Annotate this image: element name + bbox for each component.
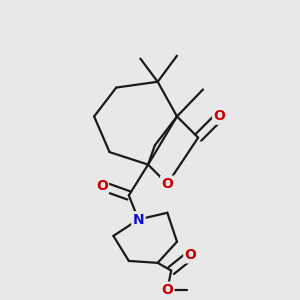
Text: O: O (213, 110, 225, 123)
Text: N: N (133, 212, 144, 226)
Text: O: O (161, 283, 173, 297)
Text: O: O (96, 179, 108, 193)
Text: O: O (184, 248, 196, 262)
Text: O: O (161, 177, 173, 191)
